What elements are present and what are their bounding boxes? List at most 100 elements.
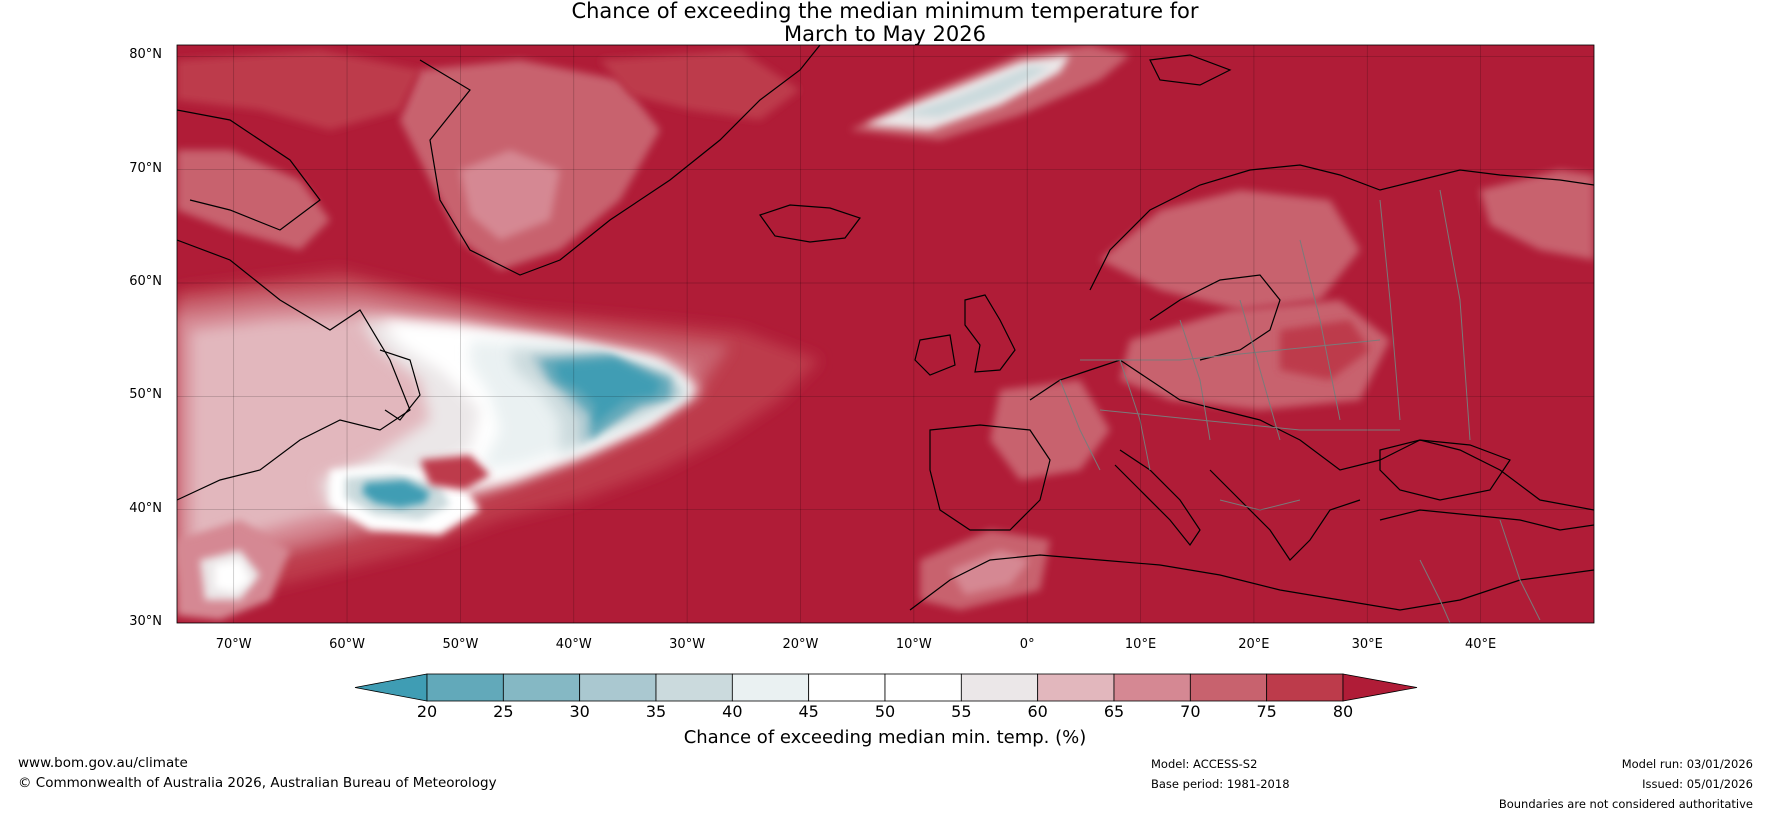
coast-greenland bbox=[419, 45, 821, 276]
colorbar-tick-label: 80 bbox=[1332, 702, 1354, 721]
lon-label: 0° bbox=[1019, 637, 1035, 652]
colorbar-segment bbox=[502, 673, 581, 702]
lon-label: 10°W bbox=[895, 637, 932, 652]
colorbar-segment bbox=[884, 673, 962, 702]
colorbar-tick-label: 55 bbox=[951, 702, 972, 721]
colorbar-tick-label: 25 bbox=[493, 702, 514, 721]
probability-contours bbox=[177, 45, 1594, 620]
lon-label: 40°E bbox=[1464, 637, 1497, 652]
footer-issued: Issued: 05/01/2026 bbox=[1642, 777, 1753, 791]
colorbar-arrow-low bbox=[354, 673, 428, 702]
colorbar-tick-label: 40 bbox=[722, 702, 743, 721]
country-borders bbox=[1059, 189, 1541, 623]
lat-label: 50°N bbox=[129, 387, 162, 403]
footer-disclaimer: Boundaries are not considered authoritat… bbox=[1498, 797, 1753, 811]
lat-label: 30°N bbox=[129, 614, 162, 629]
colorbar-segment bbox=[1037, 673, 1115, 702]
coast-balkans bbox=[1209, 469, 1361, 561]
lat-label: 80°N bbox=[129, 47, 162, 63]
colorbar-label: Chance of exceeding median min. temp. (%… bbox=[683, 727, 1087, 748]
lon-label: 20°E bbox=[1238, 637, 1270, 652]
colorbar-segment bbox=[731, 673, 810, 702]
coast-canada bbox=[177, 239, 411, 501]
border-1 bbox=[1059, 379, 1101, 471]
coast-baffin bbox=[177, 109, 321, 231]
colorbar-segment bbox=[1266, 673, 1344, 702]
region-westatlantic-20pct bbox=[555, 360, 660, 425]
colorbar-segment bbox=[655, 673, 733, 702]
coast-europe bbox=[1029, 359, 1594, 511]
colorbar-segment bbox=[808, 673, 886, 702]
lon-label: 70°W bbox=[215, 637, 252, 652]
border-8 bbox=[1099, 409, 1400, 431]
coast-newfoundland bbox=[379, 349, 421, 421]
border-12 bbox=[1419, 559, 1451, 623]
coast-svalbard bbox=[1149, 54, 1232, 86]
coast-ireland bbox=[914, 334, 956, 376]
lon-label: 20°W bbox=[782, 637, 819, 652]
region-belarus-75pct bbox=[1280, 320, 1370, 380]
coast-iberia bbox=[929, 424, 1051, 531]
coast-scandinavia bbox=[1089, 164, 1594, 291]
colorbar-tick-label: 45 bbox=[798, 702, 819, 721]
region-northatlantic-75pct bbox=[177, 50, 420, 130]
colorbar-tick-label: 50 bbox=[874, 702, 896, 721]
colorbar-segment bbox=[1189, 673, 1268, 702]
border-11 bbox=[1499, 519, 1541, 621]
lon-label: 50°W bbox=[442, 637, 479, 652]
lat-label: 40°N bbox=[129, 500, 162, 516]
region-subtropical-50pct bbox=[215, 560, 250, 592]
footer-base-period: Base period: 1981-2018 bbox=[1151, 777, 1290, 791]
colorbar-tick-label: 60 bbox=[1027, 702, 1048, 721]
footer-website: www.bom.gov.au/climate bbox=[18, 755, 188, 771]
border-3 bbox=[1179, 319, 1211, 441]
lon-label: 30°E bbox=[1351, 637, 1383, 652]
map-plot-area bbox=[177, 45, 1594, 623]
colorbar-tick-label: 30 bbox=[569, 702, 590, 721]
lon-label: 10°E bbox=[1124, 637, 1157, 652]
colorbar-arrow-high bbox=[1342, 673, 1418, 702]
border-7 bbox=[1439, 189, 1471, 441]
region-greenland-65pct bbox=[460, 150, 560, 240]
title-line-2: March to May 2026 bbox=[784, 22, 986, 46]
coast-iceland bbox=[759, 204, 861, 243]
colorbar-tick-label: 20 bbox=[416, 702, 438, 721]
title-line-1: Chance of exceeding the median minimum t… bbox=[571, 0, 1199, 23]
border-4 bbox=[1239, 299, 1281, 441]
border-9 bbox=[1080, 339, 1381, 361]
border-10 bbox=[1219, 499, 1301, 511]
colorbar-segment bbox=[1113, 673, 1191, 702]
gridlines bbox=[177, 45, 1594, 623]
chart-title: Chance of exceeding the median minimum t… bbox=[0, 0, 1770, 46]
coast-turkey bbox=[1379, 509, 1594, 531]
map-frame bbox=[176, 44, 1595, 624]
colorbar-tick-label: 65 bbox=[1103, 702, 1125, 721]
region-iberia-70pct bbox=[990, 380, 1110, 480]
coast-uk bbox=[964, 294, 1016, 373]
region-northsea-70pct bbox=[600, 50, 800, 120]
colorbar-tick-label: 35 bbox=[645, 702, 667, 721]
colorbar-tick-label: 75 bbox=[1256, 702, 1277, 721]
region-scandinavia-70pct bbox=[1100, 190, 1360, 310]
coast-north-africa bbox=[909, 554, 1594, 611]
region-morocco-65pct bbox=[950, 550, 1030, 595]
region-barents-70pct bbox=[1480, 170, 1594, 260]
border-2 bbox=[1119, 359, 1151, 471]
region-warm-spot bbox=[420, 455, 490, 490]
footer-model-run: Model run: 03/01/2026 bbox=[1621, 757, 1753, 771]
region-spot2-20pct bbox=[362, 480, 430, 508]
lon-label: 60°W bbox=[329, 637, 365, 652]
coast-black-sea bbox=[1379, 439, 1511, 501]
lon-label: 40°W bbox=[555, 637, 592, 652]
colorbar-segment bbox=[579, 673, 657, 702]
region-baffin-70pct bbox=[177, 150, 330, 250]
border-5 bbox=[1299, 239, 1341, 421]
coast-italy bbox=[1114, 449, 1201, 547]
lat-label: 70°N bbox=[129, 160, 162, 176]
colorbar-tick-label: 70 bbox=[1180, 702, 1201, 721]
coast-baltic bbox=[1149, 274, 1281, 361]
lat-label: 60°N bbox=[129, 274, 162, 289]
region-svalbard-45pct bbox=[900, 66, 1050, 117]
